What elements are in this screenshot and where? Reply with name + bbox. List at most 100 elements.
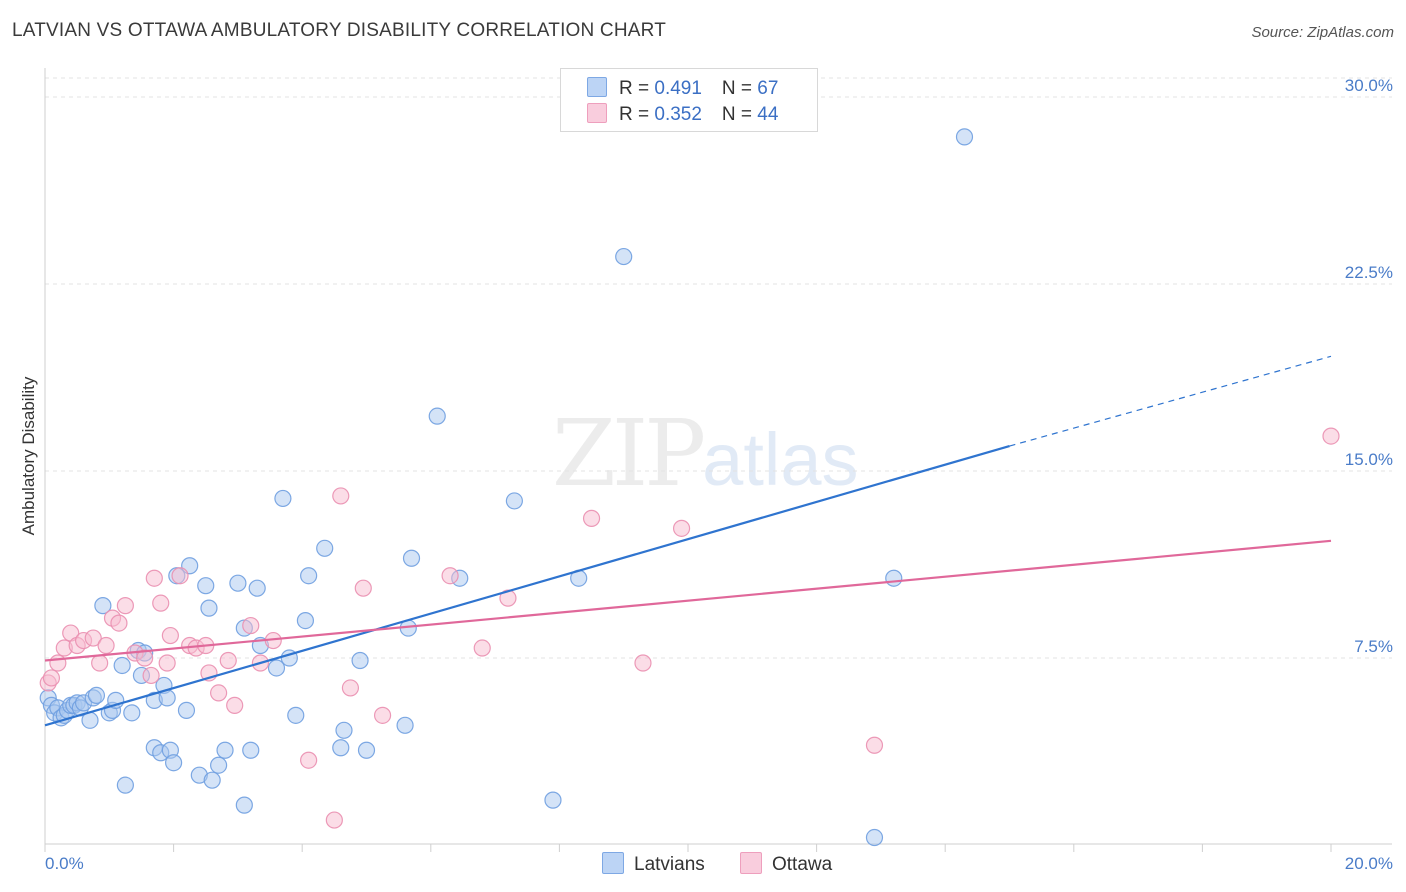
- watermark-main: ZIP: [552, 400, 706, 507]
- ottawa-point: [161, 626, 179, 645]
- latvians-point: [332, 739, 350, 757]
- latvians-point: [200, 599, 218, 617]
- ottawa-point: [145, 569, 163, 587]
- ottawa-point: [354, 579, 372, 597]
- ottawa-point: [325, 811, 343, 829]
- latvians-point: [274, 489, 292, 508]
- y-tick-label: 7.5%: [1354, 637, 1393, 656]
- latvians-point: [248, 579, 266, 597]
- ottawa-point: [84, 629, 102, 647]
- ottawa-swatch: [587, 103, 607, 123]
- ottawa-point: [152, 594, 170, 612]
- ottawa-point: [136, 649, 154, 667]
- y-tick-label: 30.0%: [1345, 76, 1393, 95]
- ottawa-point: [1322, 427, 1340, 445]
- legend-item-ottawa[interactable]: Ottawa: [740, 852, 832, 876]
- latvians-point: [287, 706, 305, 724]
- ottawa-point: [219, 651, 237, 670]
- latvians-point: [116, 776, 134, 794]
- trend-lines: [44, 355, 1332, 727]
- latvians-point: [296, 611, 315, 630]
- series-legend: Latvians Ottawa: [0, 852, 1406, 878]
- ottawa-point: [373, 706, 392, 724]
- ottawa-point: [672, 519, 691, 537]
- ottawa-point: [49, 654, 67, 672]
- axes: [44, 68, 1392, 852]
- latvians-point: [123, 704, 141, 722]
- latvians-point: [955, 128, 974, 146]
- legend-row-ottawa: R = 0.352 N = 44: [587, 103, 778, 125]
- stats-legend: R = 0.491 N = 67 R = 0.352 N = 44: [560, 68, 818, 132]
- legend-n-label: N =: [721, 104, 758, 125]
- ottawa-point: [42, 669, 61, 687]
- legend-label-ottawa: Ottawa: [772, 854, 833, 875]
- ottawa-point: [332, 487, 350, 505]
- latvians-point: [885, 569, 903, 587]
- legend-item-latvians[interactable]: Latvians: [602, 852, 705, 876]
- legend-r-value: 0.352: [654, 104, 702, 125]
- latvians-point: [615, 247, 633, 266]
- latvians-point: [544, 791, 562, 809]
- latvians-point: [242, 741, 260, 759]
- ottawa-point: [97, 636, 115, 655]
- latvians-trend-line: [44, 445, 1010, 727]
- latvians-point: [229, 574, 247, 592]
- latvians-legend-swatch: [602, 852, 624, 874]
- y-axis-label: Ambulatory Disability: [19, 376, 38, 535]
- latvians-point: [210, 756, 228, 774]
- latvians-swatch: [587, 77, 607, 97]
- latvians-point: [505, 492, 523, 510]
- ottawa-point: [142, 666, 160, 685]
- legend-n-label: N =: [721, 78, 758, 99]
- chart-title: LATVIAN VS OTTAWA AMBULATORY DISABILITY …: [12, 20, 667, 41]
- latvians-point: [316, 539, 334, 557]
- latvians-point: [165, 754, 183, 772]
- ottawa-point: [341, 679, 360, 697]
- latvians-point: [197, 577, 215, 595]
- ottawa-point: [171, 567, 189, 585]
- data-points: [39, 128, 1340, 847]
- latvians-point: [113, 656, 131, 675]
- ottawa-point: [110, 614, 128, 632]
- latvians-point: [235, 796, 253, 814]
- ottawa-point: [582, 509, 601, 527]
- latvians-point: [357, 741, 376, 759]
- ottawa-point: [441, 567, 459, 585]
- ottawa-point: [473, 639, 491, 657]
- latvians-trend-extension: [1009, 355, 1332, 447]
- grid-lines: [45, 77, 1392, 659]
- legend-label-latvians: Latvians: [634, 854, 705, 875]
- latvians-point: [94, 597, 112, 615]
- legend-r-value: 0.491: [654, 78, 702, 99]
- latvians-point: [428, 407, 446, 425]
- ottawa-point: [300, 751, 318, 769]
- legend-r-label: R =: [619, 104, 655, 125]
- latvians-point: [351, 651, 369, 670]
- x-tick-label: 20.0%: [1345, 854, 1393, 873]
- ottawa-point: [91, 654, 109, 672]
- latvians-point: [402, 549, 421, 567]
- x-tick-label: 0.0%: [45, 854, 84, 873]
- watermark: ZIPatlas: [552, 400, 858, 507]
- latvians-point: [87, 686, 106, 705]
- latvians-point: [203, 771, 221, 789]
- ottawa-point: [226, 696, 244, 714]
- latvians-point: [865, 828, 884, 847]
- ottawa-legend-swatch: [740, 852, 762, 874]
- legend-n-value: 67: [757, 78, 779, 99]
- latvians-point: [177, 701, 196, 719]
- ottawa-point: [634, 654, 652, 672]
- y-tick-label: 22.5%: [1345, 263, 1393, 282]
- latvians-point: [216, 741, 234, 759]
- ottawa-point: [158, 654, 176, 672]
- y-tick-label: 15.0%: [1345, 450, 1393, 469]
- watermark-light: atlas: [702, 418, 859, 501]
- ottawa-point: [116, 597, 134, 615]
- latvians-point: [267, 659, 286, 677]
- legend-row-latvians: R = 0.491 N = 67: [587, 77, 778, 99]
- source-label: Source: ZipAtlas.com: [1251, 24, 1394, 41]
- ottawa-point: [210, 684, 228, 702]
- axis-labels: 7.5% 15.0% 22.5% 30.0% 0.0% 20.0% Ambulatory D…: [19, 76, 1393, 873]
- ottawa-trend-line: [44, 539, 1332, 662]
